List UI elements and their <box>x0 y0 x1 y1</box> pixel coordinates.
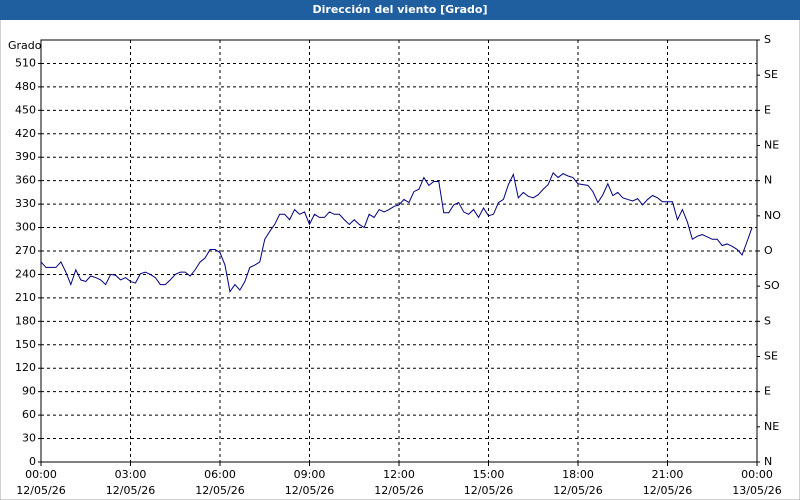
x-tick-date: 12/05/26 <box>643 484 692 497</box>
x-tick-label: 18:00 <box>562 468 594 481</box>
y2-tick-label: E <box>764 103 771 116</box>
y-tick-label: 90 <box>22 385 36 398</box>
y-tick-label: 150 <box>15 338 36 351</box>
x-tick-label: 21:00 <box>652 468 684 481</box>
y2-tick-label: NE <box>764 139 779 152</box>
x-tick-label: 00:00 <box>25 468 57 481</box>
y-tick-label: 450 <box>15 103 36 116</box>
y-tick-label: 180 <box>15 314 36 327</box>
y-tick-label: 0 <box>29 455 36 468</box>
x-tick-label: 00:00 <box>741 468 773 481</box>
x-tick-date: 12/05/26 <box>285 484 334 497</box>
y2-tick-label: N <box>764 174 772 187</box>
y2-tick-label: NE <box>764 420 779 433</box>
y-tick-label: 510 <box>15 56 36 69</box>
y2-tick-label: SO <box>764 279 780 292</box>
y2-tick-label: S <box>764 314 771 327</box>
x-tick-date: 13/05/26 <box>732 484 781 497</box>
x-tick-label: 12:00 <box>383 468 415 481</box>
y-tick-label: 300 <box>15 221 36 234</box>
y-axis-label: Grado <box>8 39 42 52</box>
title-bar <box>0 0 800 20</box>
y2-tick-label: E <box>764 385 771 398</box>
y2-tick-label: S <box>764 33 771 46</box>
x-tick-date: 12/05/26 <box>374 484 423 497</box>
x-tick-date: 12/05/26 <box>195 484 244 497</box>
x-tick-label: 06:00 <box>204 468 236 481</box>
y-tick-label: 60 <box>22 408 36 421</box>
y2-tick-label: NO <box>764 209 781 222</box>
y-tick-label: 270 <box>15 244 36 257</box>
x-tick-date: 12/05/26 <box>16 484 65 497</box>
y2-tick-label: SE <box>764 350 778 363</box>
y-tick-label: 420 <box>15 127 36 140</box>
x-tick-label: 15:00 <box>473 468 505 481</box>
y-tick-label: 210 <box>15 291 36 304</box>
y2-tick-label: O <box>764 244 773 257</box>
y-tick-label: 240 <box>15 267 36 280</box>
x-tick-date: 12/05/26 <box>106 484 155 497</box>
y-tick-label: 330 <box>15 197 36 210</box>
y-tick-label: 480 <box>15 80 36 93</box>
data-line <box>40 171 753 293</box>
x-tick-date: 12/05/26 <box>553 484 602 497</box>
x-tick-label: 03:00 <box>115 468 147 481</box>
x-tick-label: 09:00 <box>294 468 326 481</box>
y2-tick-label: SE <box>764 68 778 81</box>
y-tick-label: 360 <box>15 174 36 187</box>
chart-title: Dirección del viento [Grado] <box>313 3 488 16</box>
y2-tick-label: N <box>764 455 772 468</box>
x-tick-date: 12/05/26 <box>464 484 513 497</box>
y-tick-label: 30 <box>22 432 36 445</box>
y-tick-label: 390 <box>15 150 36 163</box>
y-tick-label: 120 <box>15 361 36 374</box>
plot-frame <box>40 39 758 463</box>
